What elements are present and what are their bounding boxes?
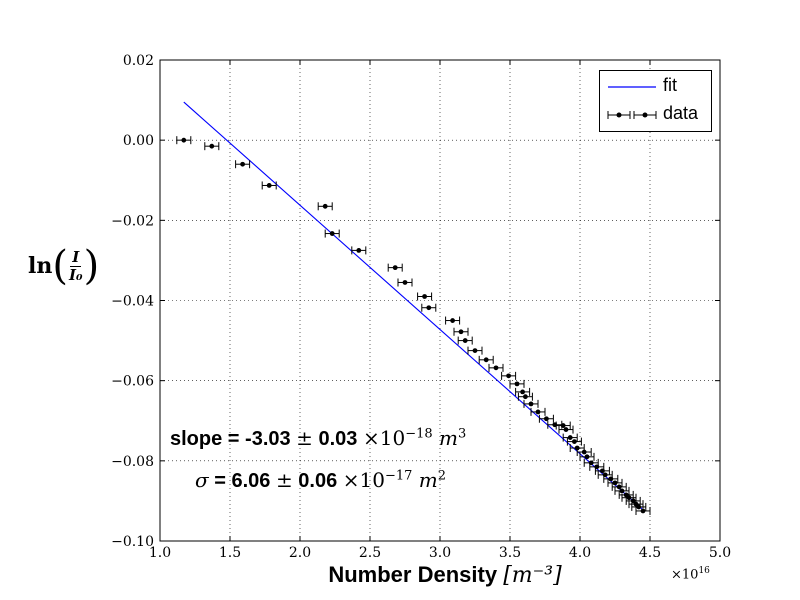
x-axis-offset-exponent: 16 <box>698 566 710 576</box>
data-point <box>506 373 511 379</box>
legend: fit data <box>599 70 712 132</box>
data-point <box>266 183 272 188</box>
slope-pm: ± <box>296 426 313 450</box>
y-axis-label-numerator: I <box>70 248 82 267</box>
data-point <box>422 294 427 299</box>
x-tick-label: 2.5 <box>359 545 381 561</box>
data-point <box>514 381 520 387</box>
data-point <box>612 480 618 486</box>
y-tick-label: −0.08 <box>111 454 154 470</box>
data-point <box>209 143 215 149</box>
y-axis-label-denominator: I₀ <box>68 265 83 284</box>
data-point <box>458 329 464 335</box>
data-point <box>574 445 580 451</box>
data-point <box>528 401 534 407</box>
x-axis-label-text: Number Density <box>328 562 498 587</box>
data-point <box>626 495 632 501</box>
slope-error: 0.03 <box>312 428 363 450</box>
slope-unit-exponent: 3 <box>457 426 467 442</box>
sigma-annotation: σ = 6.06 ± 0.06 ×10−17 m2 <box>195 468 446 493</box>
data-point <box>560 423 566 428</box>
x-tick-label: 4.5 <box>639 545 661 561</box>
y-tick-label: −0.06 <box>111 374 154 390</box>
sigma-error: 0.06 <box>292 470 343 492</box>
x-tick-label: 5.0 <box>709 545 731 561</box>
sigma-symbol: σ <box>195 468 209 492</box>
data-point <box>462 338 468 343</box>
data-point <box>600 468 605 474</box>
data-point <box>402 280 408 285</box>
y-tick-label: 0.00 <box>123 133 154 149</box>
slope-annotation: slope = -3.03 ± 0.03 ×10−18 m3 <box>170 426 466 451</box>
data-point <box>181 137 187 143</box>
data-point <box>567 435 573 440</box>
y-axis-label-fraction: I I₀ <box>69 249 83 283</box>
data-point <box>640 508 646 514</box>
data-point <box>483 357 489 363</box>
data-point <box>581 449 587 455</box>
y-axis-label-fn: ln <box>28 253 53 279</box>
data-point <box>535 409 541 415</box>
y-tick-label: −0.04 <box>111 294 154 310</box>
data-point <box>636 504 642 510</box>
legend-fit-label: fit <box>663 75 678 95</box>
data-point <box>493 365 499 371</box>
data-point <box>584 454 590 460</box>
data-point <box>392 265 398 271</box>
x-axis-offset-label: ×1016 <box>671 566 710 582</box>
data-point <box>608 476 614 482</box>
data-point <box>616 484 622 490</box>
sigma-times: ×10 <box>342 468 385 492</box>
legend-item-fit: fit <box>600 73 711 99</box>
x-tick-label: 4.0 <box>569 545 591 561</box>
data-point <box>544 416 549 422</box>
slope-times: ×10 <box>362 426 406 450</box>
x-tick-label: 3.0 <box>429 545 451 561</box>
x-tick-label: 1.5 <box>219 545 241 561</box>
data-point <box>520 389 525 395</box>
data-point <box>329 231 335 236</box>
y-tick-label: 0.02 <box>123 53 154 69</box>
x-axis-offset-base: ×10 <box>671 567 699 583</box>
plot-frame <box>159 59 721 542</box>
x-axis-label-unit: [m⁻³] <box>503 563 562 588</box>
y-tick-label: −0.10 <box>111 534 154 550</box>
sigma-pm: ± <box>275 468 293 492</box>
data-point <box>472 348 478 354</box>
x-tick-label: 2.0 <box>289 545 311 561</box>
slope-exponent: −18 <box>405 426 433 442</box>
y-tick-label: −0.02 <box>111 213 154 229</box>
data-point <box>356 247 362 253</box>
sigma-unit: m <box>412 468 438 492</box>
y-axis-label: ln ( I I₀ ) <box>28 246 99 286</box>
legend-data-label: data <box>663 103 699 123</box>
x-tick-label: 3.5 <box>499 545 521 561</box>
legend-item-data: data <box>600 101 711 127</box>
sigma-value: = 6.06 <box>208 470 276 492</box>
y-axis-label-paren-open: ( <box>52 243 68 289</box>
sigma-unit-exponent: 2 <box>437 468 447 484</box>
y-axis-label-paren-close: ) <box>83 243 100 289</box>
data-point <box>450 318 455 323</box>
x-axis-label: Number Density [m⁻³] <box>300 562 590 588</box>
data-point <box>426 305 432 311</box>
x-tick-label: 1.0 <box>149 545 171 561</box>
data-point <box>630 498 636 504</box>
sigma-exponent: −17 <box>384 468 413 484</box>
data-point <box>322 203 328 209</box>
data-point <box>572 439 577 444</box>
slope-unit: m <box>432 426 458 450</box>
legend-data-marker-swatch <box>607 111 657 119</box>
data-point <box>240 161 246 167</box>
data-point <box>523 394 528 400</box>
legend-fit-line-swatch <box>608 86 656 88</box>
data-point <box>563 427 569 432</box>
data-point <box>619 488 625 494</box>
slope-value: slope = -3.03 <box>170 428 297 450</box>
